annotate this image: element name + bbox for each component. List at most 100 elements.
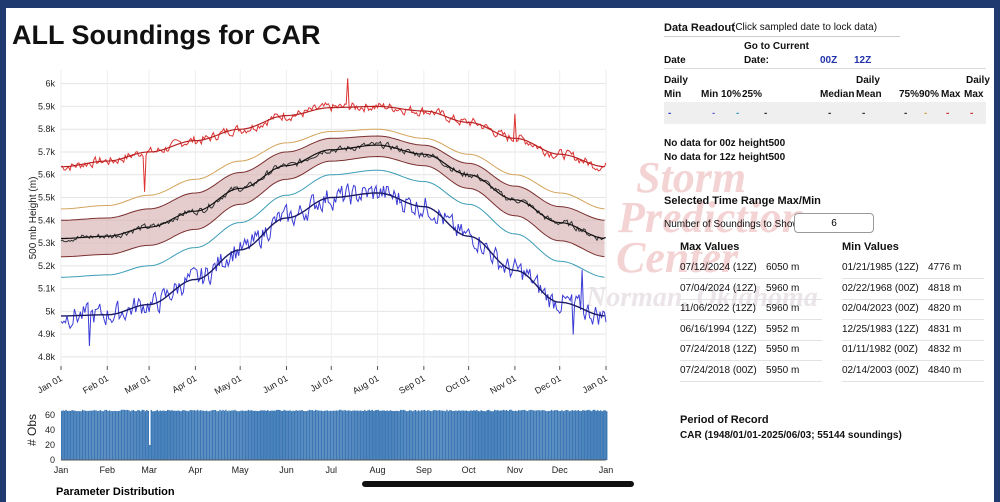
obs-bar: [438, 410, 441, 460]
obs-bar: [544, 410, 547, 460]
obs-bar: [585, 410, 587, 460]
max-row-date[interactable]: 07/04/2024 (12Z): [680, 282, 757, 294]
obs-bar: [195, 410, 197, 460]
min-row-date[interactable]: 02/14/2003 (00Z): [842, 364, 919, 376]
obs-bar: [110, 411, 112, 460]
obs-bar: [316, 410, 318, 460]
max-row-date[interactable]: 07/24/2018 (00Z): [680, 364, 757, 376]
obs-bar: [329, 410, 332, 460]
obs-bar: [571, 410, 574, 460]
obs-bar: [376, 410, 378, 460]
min-row-date[interactable]: 01/21/1985 (12Z): [842, 262, 919, 273]
obs-bar: [131, 410, 133, 460]
chart-area[interactable]: 4.8k 4.9k 5k 5.1k 5.2k 5.3k 5.4k 5.5k 5.6k 5.7k 5.…: [6, 8, 656, 502]
obs-bar: [78, 411, 81, 460]
obs-bar: [525, 410, 527, 460]
x-tick-label: Jun 01: [261, 373, 289, 395]
obs-bar: [514, 410, 517, 460]
obs-bar: [549, 411, 551, 460]
min-row-value: 4820 m: [928, 303, 962, 314]
obs-bar: [331, 410, 333, 460]
max-row-value: 5952 m: [766, 323, 800, 335]
y-tick-label: 5.2k: [38, 261, 56, 271]
obs-bar: [77, 411, 79, 460]
divider: [680, 319, 822, 320]
obs-bar: [149, 445, 151, 460]
obs-bar: [532, 410, 535, 460]
obs-bar: [225, 409, 227, 460]
obs-bar: [356, 410, 359, 460]
obs-bar: [498, 410, 500, 460]
obs-bar: [66, 411, 69, 460]
obs-bar: [265, 410, 267, 460]
obs-bar: [122, 409, 124, 460]
obs-y-tick-label: 60: [45, 410, 55, 420]
obs-bar: [181, 410, 184, 460]
obs-bar: [535, 410, 538, 460]
n-soundings-input[interactable]: [794, 213, 874, 233]
obs-bar: [340, 409, 342, 460]
readout-title: Data Readout: [664, 22, 735, 34]
obs-bar: [344, 410, 347, 460]
obs-bar: [350, 411, 353, 460]
obs-bar: [419, 411, 421, 460]
min-row-date[interactable]: 02/22/1968 (00Z): [842, 282, 919, 294]
max-row-date[interactable]: 07/12/2024 (12Z): [680, 262, 757, 273]
obs-bar: [431, 411, 433, 460]
data-readout-panel: Data Readout (Click sampled date to lock…: [656, 8, 994, 502]
min-row-date[interactable]: 01/11/1982 (00Z): [842, 344, 918, 355]
obs-bar: [526, 411, 529, 460]
obs-bar: [553, 410, 556, 460]
period-of-record-value: CAR (1948/01/01-2025/06/03; 55144 soundi…: [680, 430, 902, 441]
obs-bar: [237, 411, 239, 460]
min-row-date[interactable]: 12/25/1983 (12Z): [842, 323, 919, 335]
obs-bar: [504, 410, 506, 460]
max-row-date[interactable]: 11/06/2022 (12Z): [680, 303, 756, 314]
obs-bar: [108, 410, 111, 460]
obs-bar: [217, 411, 220, 460]
go-to-current-line1[interactable]: Go to Current: [744, 41, 809, 52]
obs-bar: [298, 410, 300, 460]
obs-bar: [320, 410, 323, 460]
obs-bar: [189, 410, 191, 460]
obs-bar: [83, 410, 85, 460]
obs-bar: [261, 410, 263, 460]
obs-bar: [72, 410, 75, 460]
obs-bar: [228, 410, 230, 460]
max-row-date[interactable]: 06/16/1994 (12Z): [680, 323, 757, 335]
obs-bar: [279, 410, 281, 460]
obs-bar: [276, 410, 278, 460]
no-data-12z: No data for 12z height500: [664, 152, 786, 163]
obs-bar: [499, 410, 502, 460]
home-indicator[interactable]: [362, 481, 634, 487]
go-to-00z-link[interactable]: 00Z: [820, 55, 838, 66]
obs-bar: [128, 410, 130, 460]
go-to-current-line2[interactable]: Date:: [744, 55, 770, 66]
obs-bar: [252, 410, 254, 460]
obs-bar: [495, 410, 497, 460]
obs-bar: [338, 409, 341, 460]
obs-bar: [183, 410, 185, 460]
obs-bar: [147, 411, 150, 460]
obs-bar: [241, 410, 244, 460]
obs-bar: [213, 410, 215, 460]
obs-bar: [347, 410, 350, 460]
obs-bar: [582, 410, 584, 460]
obs-bar: [229, 410, 232, 460]
go-to-12z-link[interactable]: 12Z: [854, 55, 872, 66]
obs-bar: [146, 410, 148, 460]
obs-bar: [246, 410, 248, 460]
obs-bar: [489, 410, 491, 460]
obs-bar: [604, 410, 606, 460]
max-row-date[interactable]: 07/24/2018 (12Z): [680, 344, 757, 355]
min-row-date[interactable]: 02/04/2023 (00Z): [842, 303, 919, 314]
obs-bar: [281, 411, 284, 460]
obs-bar: [420, 410, 423, 460]
header-mean: Mean: [856, 89, 882, 100]
obs-bar: [117, 411, 120, 460]
obs-bar: [383, 410, 385, 460]
obs-bar: [443, 410, 445, 460]
obs-bar: [89, 410, 91, 460]
obs-bar: [594, 409, 596, 460]
obs-bar: [119, 410, 121, 460]
